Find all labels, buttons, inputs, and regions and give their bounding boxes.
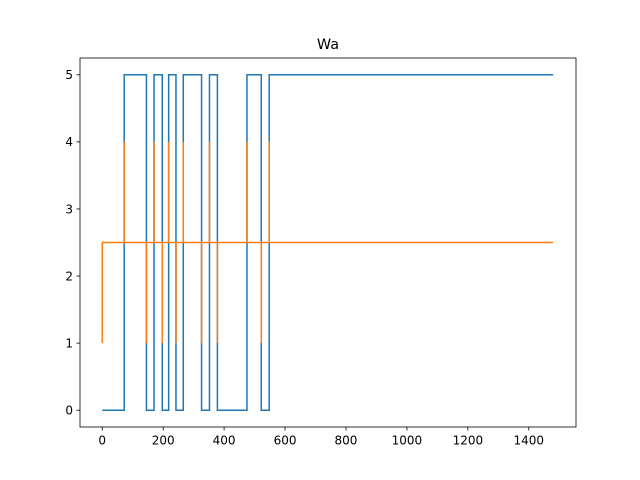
x-tick-label: 1000 (392, 434, 423, 448)
y-tick-label: 0 (65, 404, 73, 418)
plot-frame (79, 57, 577, 428)
x-tick-label: 0 (98, 434, 106, 448)
x-tick-label: 1400 (514, 434, 545, 448)
y-tick-label: 4 (65, 135, 73, 149)
y-tick-label: 2 (65, 269, 73, 283)
y-tick-label: 1 (65, 336, 73, 350)
series-line-2 (101, 141, 554, 344)
chart-title: Wa (317, 37, 339, 53)
x-tick-label: 400 (213, 434, 236, 448)
x-axis: 0 200 400 600 800 1000 1200 1400 (98, 427, 544, 448)
y-axis: 0 1 2 3 4 5 (65, 68, 80, 418)
y-tick-label: 3 (65, 202, 73, 216)
x-tick-label: 800 (335, 434, 358, 448)
y-tick-label: 5 (65, 68, 73, 82)
x-tick-label: 1200 (453, 434, 484, 448)
x-tick-label: 600 (274, 434, 297, 448)
series-layer (101, 74, 554, 411)
x-tick-label: 200 (152, 434, 175, 448)
